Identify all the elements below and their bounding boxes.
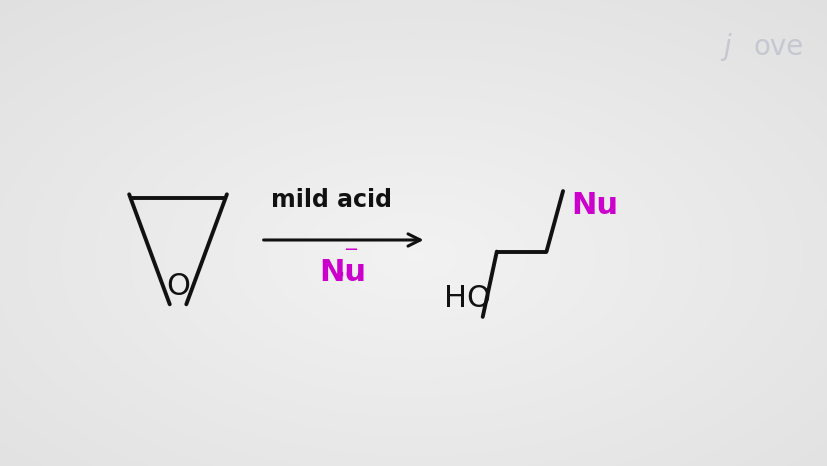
Text: ⋅⋅: ⋅⋅: [337, 267, 353, 286]
Text: −: −: [342, 241, 357, 259]
Text: ove: ove: [753, 33, 803, 61]
Text: j: j: [722, 33, 730, 61]
Text: Nu: Nu: [571, 191, 618, 219]
Text: Nu: Nu: [318, 258, 366, 287]
Text: mild acid: mild acid: [270, 188, 391, 212]
Text: O: O: [166, 272, 189, 301]
Text: HO: HO: [444, 284, 490, 313]
